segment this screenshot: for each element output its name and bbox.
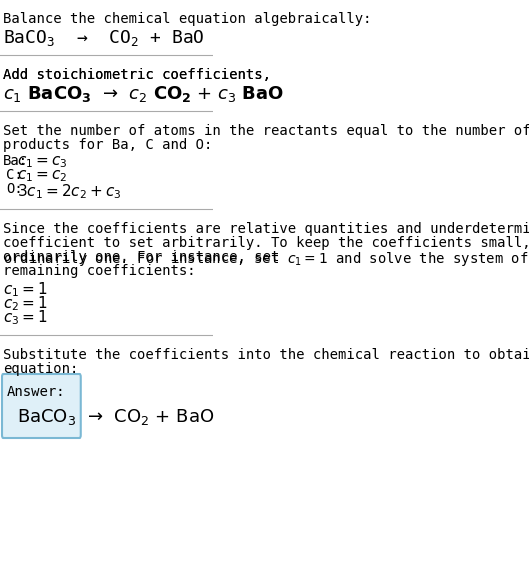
Text: $3 c_1 = 2 c_2 + c_3$: $3 c_1 = 2 c_2 + c_3$ [17,182,122,201]
Text: coefficient to set arbitrarily. To keep the coefficients small, the arbitrary va: coefficient to set arbitrarily. To keep … [3,236,529,250]
Text: Set the number of atoms in the reactants equal to the number of atoms in the: Set the number of atoms in the reactants… [3,124,529,138]
Text: Since the coefficients are relative quantities and underdetermined, choose a: Since the coefficients are relative quan… [3,222,529,236]
Text: $c_1$ $\mathbf{BaCO_3}$  →  $c_2$ $\mathbf{CO_2}$ + $c_3$ $\mathbf{BaO}$: $c_1$ $\mathbf{BaCO_3}$ → $c_2$ $\mathbf… [3,84,284,104]
Text: ordinarily one. For instance, set: ordinarily one. For instance, set [3,250,288,264]
Text: products for Ba, C and O:: products for Ba, C and O: [3,138,213,152]
Text: $c_3 = 1$: $c_3 = 1$ [3,308,48,327]
Text: $c_1 = 1$: $c_1 = 1$ [3,280,48,299]
Text: Substitute the coefficients into the chemical reaction to obtain the balanced: Substitute the coefficients into the che… [3,348,529,362]
Text: $\mathregular{BaCO_3}$  →  $\mathregular{CO_2}$ + BaO: $\mathregular{BaCO_3}$ → $\mathregular{C… [3,28,205,48]
Text: Ba:: Ba: [3,154,29,168]
Text: equation:: equation: [3,362,79,376]
Text: C:: C: [6,168,23,182]
Text: Balance the chemical equation algebraically:: Balance the chemical equation algebraica… [3,12,372,26]
Text: $c_2 = 1$: $c_2 = 1$ [3,294,48,313]
Text: O:: O: [6,182,23,196]
Text: Add stoichiometric coefficients,: Add stoichiometric coefficients, [3,68,280,82]
Text: $\mathregular{BaCO_3}$  →  $\mathregular{CO_2}$ + BaO: $\mathregular{BaCO_3}$ → $\mathregular{C… [17,407,214,427]
Text: $c_1 = c_2$: $c_1 = c_2$ [17,168,68,184]
Text: remaining coefficients:: remaining coefficients: [3,264,196,278]
Text: ordinarily one. For instance, set $c_1 = 1$ and solve the system of equations fo: ordinarily one. For instance, set $c_1 =… [3,250,529,268]
Text: Add stoichiometric coefficients,: Add stoichiometric coefficients, [3,68,280,82]
Text: Answer:: Answer: [6,385,65,399]
Text: $c_1 = c_3$: $c_1 = c_3$ [17,154,68,170]
FancyBboxPatch shape [2,374,81,438]
